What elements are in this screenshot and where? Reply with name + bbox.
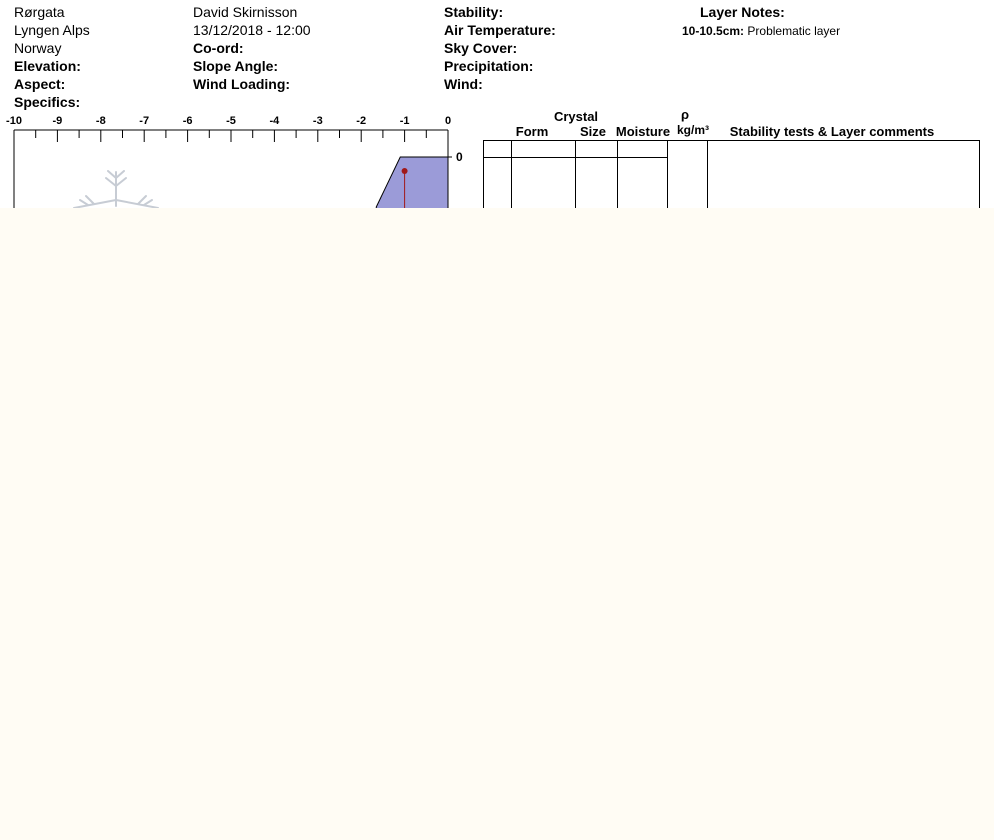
comments-header: Stability tests & Layer comments [729,124,935,139]
layer-table [483,140,980,208]
size-header: Size [579,124,606,139]
x-tick-label: -4 [270,115,281,127]
region: Lyngen Alps [14,22,90,38]
crystal-header: Crystal [553,109,599,124]
x-tick-label: -5 [226,115,236,127]
air-temperature-label: Air Temperature: [444,22,556,38]
layer-notes-title: Layer Notes: [700,4,785,20]
x-ticks: -10 -9 -8 -7 -6 -5 -4 -3 -2 -1 0 [6,115,451,142]
x-tick-label: 0 [445,115,451,127]
country: Norway [14,40,62,56]
wind-label: Wind: [444,76,483,92]
x-tick-label: -8 [96,115,106,127]
layer-note: 10-10.5cm: Problematic layer [682,22,840,40]
hardness-temperature-chart: -10 -9 -8 -7 -6 -5 -4 -3 -2 -1 0 0 [6,115,463,208]
wind-loading-label: Wind Loading: [193,76,291,92]
y-tick-label: 0 [456,150,463,164]
moisture-header: Moisture [615,124,671,139]
observer: David Skirnisson [193,4,298,20]
stability-label: Stability: [444,4,504,20]
x-tick-label: -2 [356,115,366,127]
hardness-profile-area [375,156,449,208]
x-tick-label: -6 [183,115,193,127]
temperature-point [401,168,408,174]
layer-note-range: 10-10.5cm: [682,24,745,38]
slope-angle-label: Slope Angle: [193,58,279,74]
x-tick-label: -1 [400,115,410,127]
x-tick-label: -3 [313,115,323,127]
coord-label: Co-ord: [193,40,244,56]
datetime: 13/12/2018 - 12:00 [193,22,311,38]
density-symbol: ρ [680,107,690,122]
specifics-label: Specifics: [14,94,81,110]
aspect-label: Aspect: [14,76,66,92]
x-tick-label: -7 [139,115,149,127]
layer-note-text: Problematic layer [747,24,841,38]
snowpilot-logo [73,170,159,208]
x-tick-label: -9 [53,115,63,127]
minor-ticks [35,130,427,138]
x-tick-label: -10 [6,115,22,127]
elevation-label: Elevation: [14,58,81,74]
precipitation-label: Precipitation: [444,58,534,74]
form-header: Form [515,124,549,139]
snow-profile-sheet: Rørgata Lyngen Alps Norway Elevation: As… [0,0,994,208]
sky-cover-label: Sky Cover: [444,40,518,56]
location: Rørgata [14,4,65,20]
density-unit: kg/m³ [676,123,709,137]
